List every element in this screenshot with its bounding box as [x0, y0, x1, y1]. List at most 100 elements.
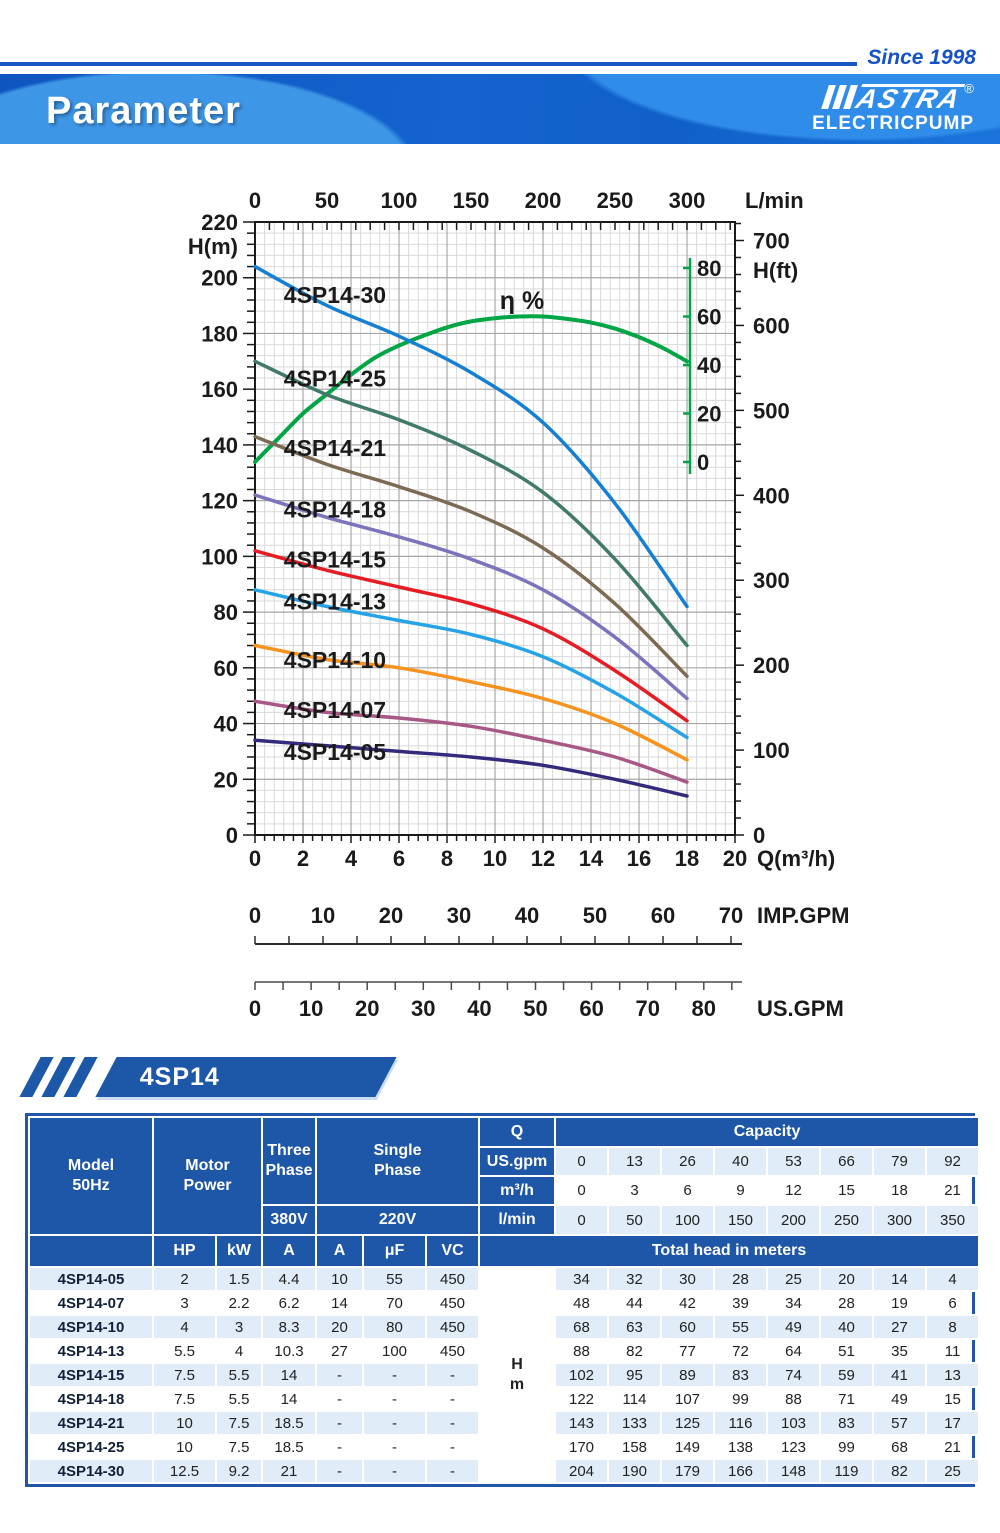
curve-label-4SP14-07: 4SP14-07: [284, 697, 386, 723]
col-header-motor-power: Motor Power: [151, 1116, 264, 1236]
axis-tick-label: 60: [651, 903, 675, 928]
spec-cell: 14: [315, 1290, 365, 1316]
table-row: 4SP14-15 7.5 5.5 14- - -102 95 89 83 74 59 41 13: [28, 1362, 981, 1388]
head-cell: 19: [872, 1290, 928, 1316]
axis-tick-label: 50: [315, 188, 339, 213]
spec-cell: 3: [214, 1314, 264, 1340]
spec-cell: 5.5: [214, 1362, 264, 1388]
head-cell: 55: [713, 1314, 769, 1340]
head-cell: 83: [713, 1362, 769, 1388]
spec-cell: 27: [315, 1338, 365, 1364]
axis-tick-label: 40: [214, 712, 238, 737]
head-cell: 77: [660, 1338, 716, 1364]
spec-cell: -: [425, 1386, 481, 1412]
model-cell: 4SP14-10: [28, 1314, 154, 1340]
curve-4SP14-05: [253, 738, 689, 798]
spec-cell: 8.3: [261, 1314, 318, 1340]
axis-title-impgpm: IMP.GPM: [757, 903, 850, 928]
spec-cell: 70: [362, 1290, 428, 1316]
head-cell: 20: [819, 1266, 875, 1292]
axis-title-hm: H(m): [188, 234, 238, 259]
curve-4SP14-10: [253, 643, 689, 762]
spec-cell: -: [315, 1434, 365, 1460]
model-cell: 4SP14-25: [28, 1434, 154, 1460]
axis-tick-label: 80: [214, 600, 238, 625]
curve-label-4SP14-05: 4SP14-05: [284, 739, 387, 765]
head-cell: 28: [713, 1266, 769, 1292]
spec-cell: 7.5: [152, 1386, 217, 1412]
capacity-cell: 3: [607, 1175, 663, 1206]
spec-cell: -: [315, 1386, 365, 1412]
head-cell: 34: [554, 1266, 610, 1292]
capacity-cell: 21: [925, 1175, 981, 1206]
capacity-cell: 79: [872, 1146, 928, 1177]
spec-cell: 100: [362, 1338, 428, 1364]
spec-cell: 7.5: [214, 1434, 264, 1460]
spec-cell: -: [425, 1434, 481, 1460]
head-cell: 88: [554, 1338, 610, 1364]
axis-tick-label: 14: [579, 846, 604, 871]
spec-cell: 4: [214, 1338, 264, 1364]
spec-cell: 450: [425, 1338, 481, 1364]
head-cell: 166: [713, 1458, 769, 1484]
head-cell: 99: [819, 1434, 875, 1460]
table-row: 4SP14-21 10 7.5 18.5- - -143 133 125 116 103 83 57 1…: [28, 1410, 981, 1436]
axis-tick-label: 200: [753, 653, 790, 678]
electricpump-label: ELECTRICPUMP: [812, 113, 974, 134]
capacity-cell: 300: [872, 1204, 928, 1236]
head-cell: 11: [925, 1338, 981, 1364]
curve-label-4SP14-10: 4SP14-10: [284, 647, 386, 673]
spec-cell: -: [362, 1410, 428, 1436]
spec-cell: 450: [425, 1266, 481, 1292]
axis-tick-label: 200: [525, 188, 562, 213]
head-cell: 116: [713, 1410, 769, 1436]
axis-tick-label: 50: [523, 996, 547, 1021]
head-cell: 123: [766, 1434, 822, 1460]
capacity-cell: 250: [819, 1204, 875, 1236]
header-banner: Parameter ASTRA ® ELECTRICPUMP: [0, 74, 1000, 144]
table-row: 4SP14-10 4 3 8.3 20 80 450 68 63 60 55 49 40 27 8: [28, 1314, 981, 1340]
curve-label-4SP14-21: 4SP14-21: [284, 435, 387, 461]
voltage-380: 380V: [261, 1204, 318, 1236]
axis-tick-label: 0: [249, 846, 261, 871]
head-cell: 14: [872, 1266, 928, 1292]
curve-4SP14-13: [253, 588, 689, 740]
capacity-cell: 26: [660, 1146, 716, 1177]
curve-4SP14-30: [253, 264, 689, 609]
head-cell: 99: [713, 1386, 769, 1412]
model-cell: 4SP14-30: [28, 1458, 154, 1484]
unit-row-m3h: m³/h: [478, 1175, 557, 1206]
section-banner: 4SP14: [19, 1057, 397, 1097]
head-cell: 8: [925, 1314, 981, 1340]
head-cell: 158: [607, 1434, 663, 1460]
head-cell: 13: [925, 1362, 981, 1388]
axis-tick-label: 70: [635, 996, 659, 1021]
axis-tick-label: 40: [467, 996, 491, 1021]
head-cell: 34: [766, 1290, 822, 1316]
total-head-header: Total head in meters: [478, 1234, 981, 1268]
head-cell: 114: [607, 1386, 663, 1412]
curve-4SP14-18: [253, 493, 689, 701]
spec-cell: 450: [425, 1290, 481, 1316]
axis-tick-label: 600: [753, 313, 790, 338]
eta-tick-label: 60: [697, 305, 721, 330]
head-cell: 42: [660, 1290, 716, 1316]
spec-cell: 14: [261, 1386, 318, 1412]
spec-cell: 7.5: [214, 1410, 264, 1436]
eta-tick-label: 40: [697, 353, 721, 378]
axis-title-lmin: L/min: [745, 188, 804, 213]
axis-tick-label: 500: [753, 398, 790, 423]
axis-tick-label: 120: [201, 489, 238, 514]
capacity-cell: 0: [554, 1146, 610, 1177]
capacity-cell: 6: [660, 1175, 716, 1206]
capacity-cell: 9: [713, 1175, 769, 1206]
head-cell: 60: [660, 1314, 716, 1340]
capacity-cell: 13: [607, 1146, 663, 1177]
head-cell: 64: [766, 1338, 822, 1364]
axis-tick-label: 700: [753, 229, 790, 254]
spec-cell: 5.5: [214, 1386, 264, 1412]
unit-row-usgpm: US.gpm: [478, 1146, 557, 1177]
head-cell: 6: [925, 1290, 981, 1316]
spec-cell: 10: [315, 1266, 365, 1292]
